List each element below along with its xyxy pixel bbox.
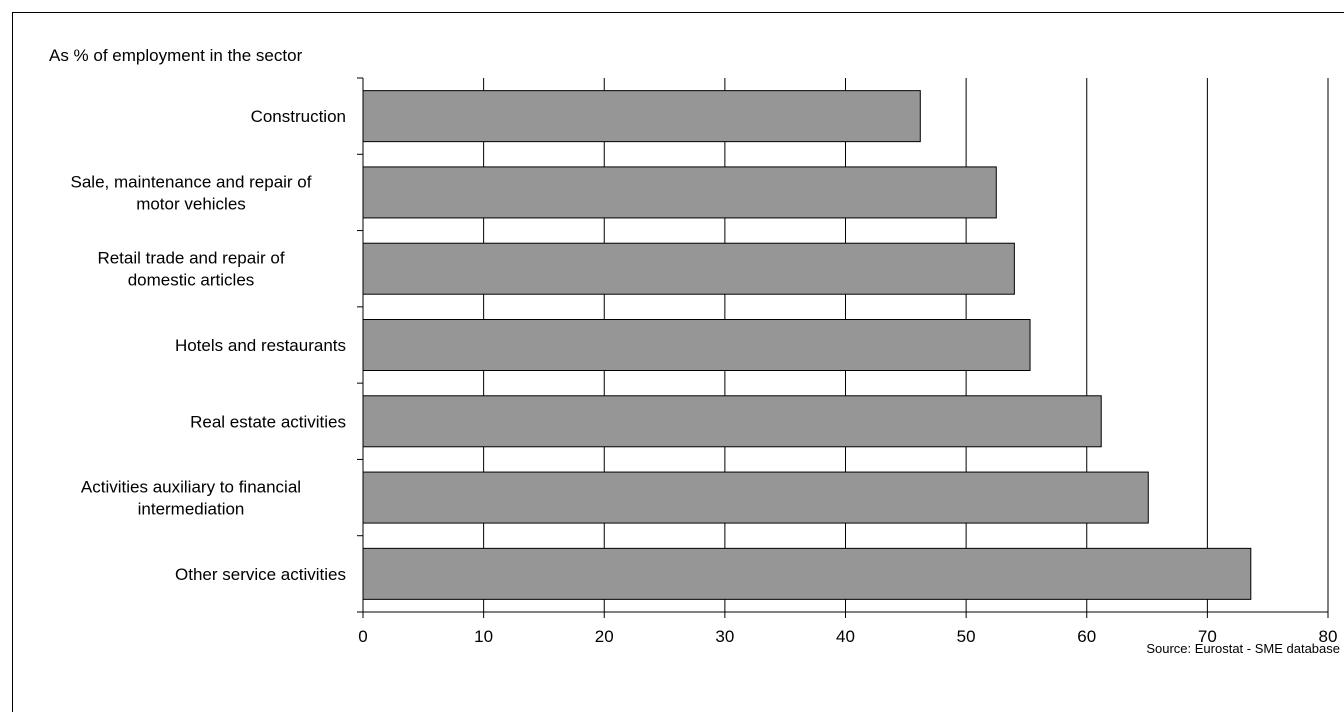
category-label: Other service activities [175,565,346,584]
x-tick-label: 0 [358,627,367,646]
bar [362,395,1102,448]
category-label: Hotels and restaurants [175,336,346,355]
x-tick-label: 70 [1198,627,1217,646]
bar [362,471,1149,524]
category-label: Construction [251,107,346,126]
chart-subtitle: As % of employment in the sector [49,46,303,65]
x-tick-label: 20 [595,627,614,646]
bar [362,242,1015,295]
chart-frame [12,12,1344,712]
bars [362,90,1252,600]
source-note: Source: Eurostat - SME database [1146,641,1340,656]
category-labels: Construction Sale, maintenance and repair… [71,107,347,584]
bar [362,166,997,219]
bar [362,547,1252,600]
x-tick-label: 50 [957,627,976,646]
bar [362,90,921,143]
x-tick-label: 40 [836,627,855,646]
category-label: Activities auxiliary to financial interme… [81,478,301,519]
category-label: Real estate activities [190,412,346,431]
x-tick-label: 10 [474,627,493,646]
x-tick-label: 30 [715,627,734,646]
x-tick-label: 60 [1077,627,1096,646]
axes [357,77,1329,618]
x-tick-labels: 0 10 20 30 40 50 60 70 80 [358,627,1337,646]
category-label: Retail trade and repair of domestic artic… [97,249,284,290]
category-label: Sale, maintenance and repair of motor veh… [71,172,312,213]
bar [362,319,1031,371]
x-tick-label: 80 [1319,627,1338,646]
